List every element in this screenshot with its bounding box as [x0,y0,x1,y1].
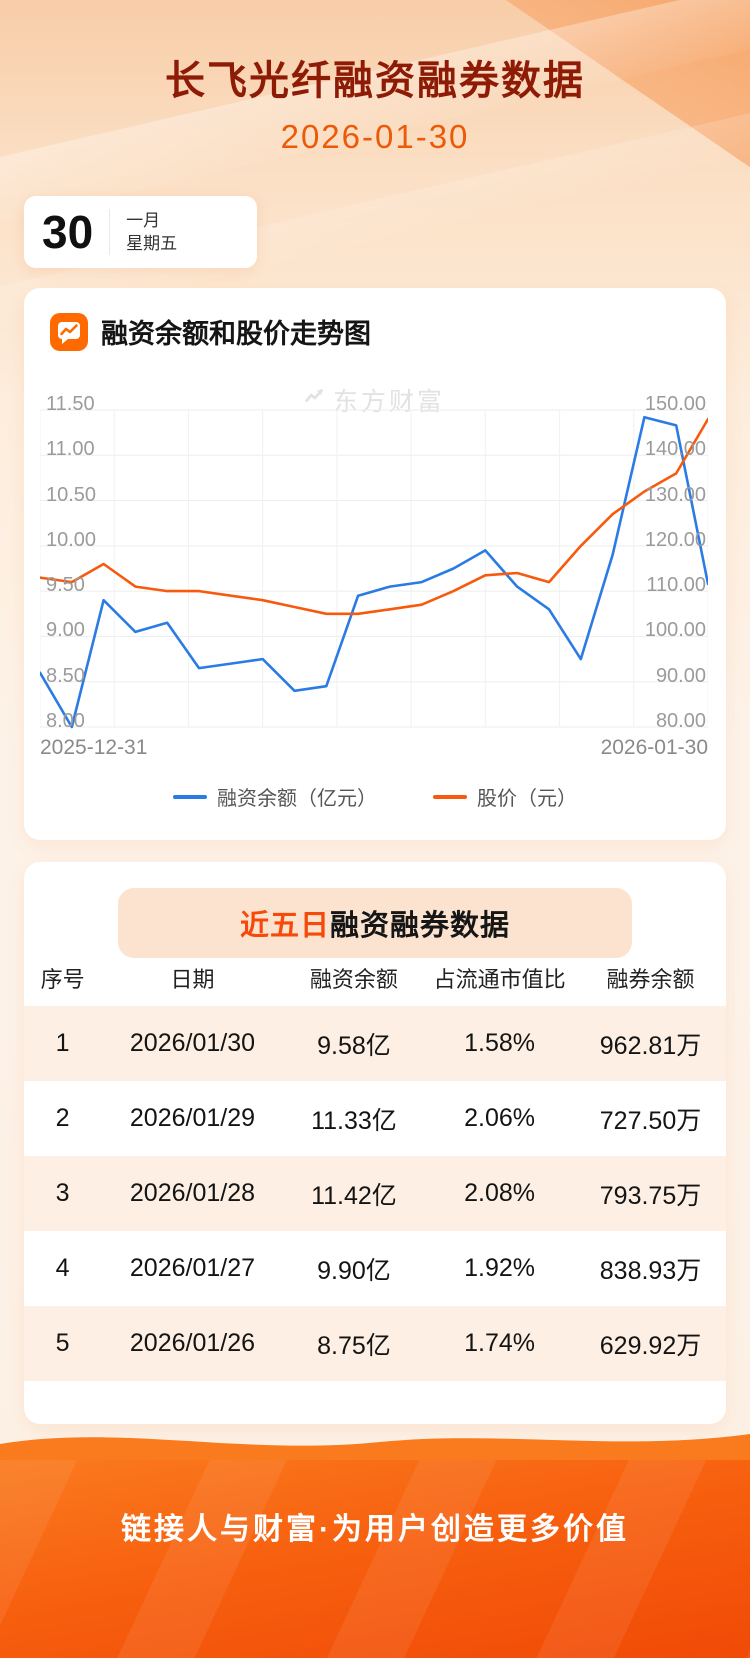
table-cell: 日期 [170,967,215,992]
table-cell: 2026/01/28 [129,1179,256,1207]
footer: 链接人与财富·为用户创造更多价值 [0,1460,750,1658]
right-axis-tick: 100.00 [644,619,706,642]
right-axis-tick: 150.00 [644,393,706,415]
table-cell: 1.74% [464,1329,536,1357]
table-row: 3 2026/01/28 11.42亿 2.08% 793.75万 [24,1156,726,1231]
line-chart [40,409,708,729]
footer-slogan: 链接人与财富·为用户创造更多价值 [121,1513,629,1546]
legend-item-price: 股价（元） [433,782,577,811]
table-cell: 8.75亿 [317,1331,391,1360]
calendar-weekday: 星期五 [126,233,178,253]
left-axis-tick: 9.50 [46,574,85,597]
table-cell: 2.06% [464,1104,536,1132]
table-cell: 2026/01/29 [129,1104,256,1132]
right-axis-tick: 120.00 [644,528,706,551]
table-cell: 1.92% [464,1254,536,1282]
calendar-card: 30 一月 星期五 [24,196,257,268]
page-title: 长飞光纤融资融券数据 [165,59,585,103]
table-cell: 融资余额 [309,967,398,992]
chart-area: 东方财富 11.50 11.00 10.50 10.00 9.50 9.00 8.50 8.0… [40,370,708,770]
right-axis-tick: 130.00 [644,483,706,506]
legend-item-margin-balance: 融资余额（亿元） [173,782,377,811]
legend-label-margin-balance: 融资余额（亿元） [217,788,377,810]
table-cell: 2 [55,1104,70,1132]
table-cell: 2026/01/30 [129,1029,256,1057]
right-axis-tick: 90.00 [655,664,706,687]
x-axis-end-label: 2026-01-30 [600,736,708,759]
table-cell: 2026/01/27 [129,1254,256,1282]
table-cell: 占流通市值比 [433,967,566,992]
table-title-highlight: 近五日 [239,910,330,942]
left-axis-tick: 10.00 [46,528,97,551]
table-cell: 3 [55,1179,70,1207]
right-axis-tick: 110.00 [646,574,706,597]
legend-label-price: 股价（元） [477,788,577,810]
right-axis-tick: 140.00 [644,438,706,461]
calendar-month: 一月 [126,210,161,230]
calendar-info: 一月 星期五 [126,211,177,254]
table-cell: 2026/01/26 [129,1329,256,1357]
table-cell: 11.33亿 [311,1106,397,1135]
left-axis-tick: 10.50 [46,483,97,506]
table-row: 5 2026/01/26 8.75亿 1.74% 629.92万 [24,1306,726,1381]
margin-data-table: 序号 日期 融资余额 占流通市值比 融券余额 1 2026/01/30 9.58亿 1.58% 9… [24,950,726,1381]
left-axis-tick: 8.00 [46,710,85,732]
table-cell: 629.92万 [599,1331,702,1360]
chart-legend: 融资余额（亿元） 股价（元） [24,782,726,811]
report-date: 2026-01-30 [280,118,470,155]
table-cell: 5 [55,1329,70,1357]
table-cell: 11.42亿 [311,1181,397,1210]
table-cell: 4 [55,1254,70,1282]
table-cell: 1.58% [464,1029,536,1057]
table-row: 1 2026/01/30 9.58亿 1.58% 962.81万 [24,1006,726,1081]
x-axis-start-label: 2025-12-31 [40,736,148,759]
table-cell: 1 [55,1029,70,1057]
table-row: 4 2026/01/27 9.90亿 1.92% 838.93万 [24,1231,726,1306]
calendar-day: 30 [42,206,94,258]
table-title-badge: 近五日融资融券数据 [118,888,632,958]
trend-chart-icon [50,312,88,351]
left-axis-tick: 11.50 [46,393,95,415]
footer-wave-decoration [0,1434,750,1462]
table-cell: 融券余额 [606,967,695,992]
table-cell: 793.75万 [599,1181,702,1210]
right-axis-tick: 80.00 [655,710,706,732]
table-cell: 9.58亿 [317,1031,391,1060]
left-axis-tick: 9.00 [46,619,85,642]
table-header-row: 序号 日期 融资余额 占流通市值比 融券余额 [24,950,726,1006]
table-title-rest: 融资融券数据 [330,910,511,942]
table-cell: 2.08% [464,1179,536,1207]
chart-title: 融资余额和股价走势图 [101,319,371,349]
table-cell: 838.93万 [599,1256,702,1285]
table-cell: 9.90亿 [317,1256,391,1285]
legend-swatch-margin-balance [173,794,207,799]
chart-header: 融资余额和股价走势图 [50,312,371,351]
table-card: 近五日融资融券数据 东方财富 序号日期融资余额占流通市值比融券余额12026/0… [24,862,726,1424]
left-axis-tick: 11.00 [46,438,95,461]
table-cell: 序号 [40,967,85,992]
calendar-divider [109,209,111,255]
legend-swatch-price [433,794,467,799]
left-axis-tick: 8.50 [46,664,85,687]
table-cell: 962.81万 [599,1031,702,1060]
table-cell: 727.50万 [599,1106,702,1135]
chart-card: 融资余额和股价走势图 东方财富 11.50 11.00 10.50 10.00 9.50… [24,288,726,840]
table-row: 2 2026/01/29 11.33亿 2.06% 727.50万 [24,1081,726,1156]
